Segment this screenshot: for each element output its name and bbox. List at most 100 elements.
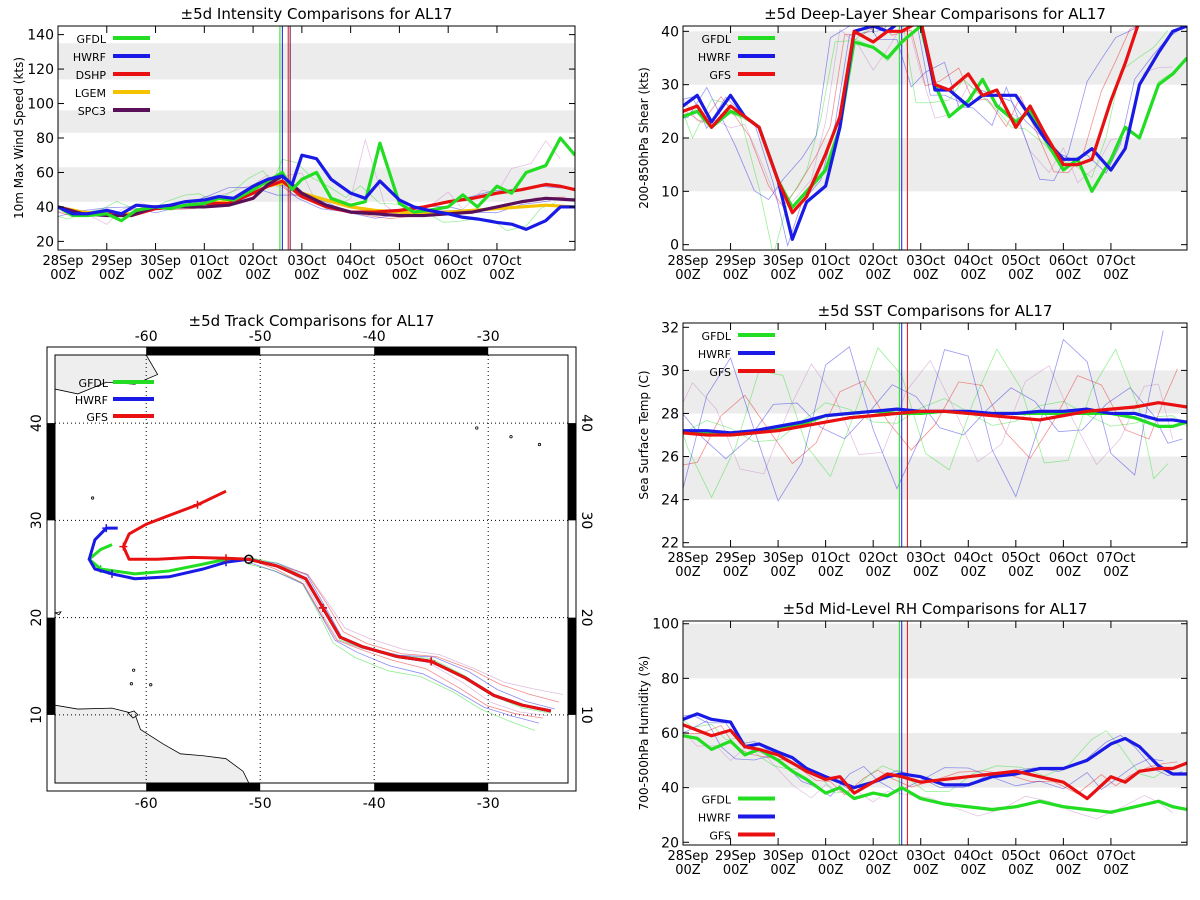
island-outline [91, 496, 95, 500]
track-position-marker [108, 569, 116, 578]
track-position-marker [222, 554, 230, 563]
track-border-bar [146, 783, 261, 791]
shear-y-axis-label: 200-850hPa Shear (kts) [637, 67, 651, 209]
intensity-plot-area [58, 26, 575, 250]
intensity-x-tick-date: 05Oct [385, 254, 424, 269]
track-title: ±5d Track Comparisons for AL17 [189, 312, 435, 330]
sst-x-tick-date: 28Sep [667, 551, 708, 566]
track-lat-label-right: 20 [578, 609, 594, 627]
intensity-legend-label: HWRF [73, 51, 106, 64]
rh-x-tick-date: 07Oct [1096, 849, 1135, 864]
track-lat-label-right: 40 [578, 414, 594, 432]
intensity-y-tick-label: 60 [36, 165, 54, 181]
sst-x-tick-hour: 00Z [1008, 565, 1034, 580]
intensity-x-tick-hour: 00Z [392, 268, 418, 283]
intensity-x-tick-hour: 00Z [50, 268, 76, 283]
track-lon-label-top: -40 [363, 329, 386, 345]
intensity-series-gfdl [58, 136, 575, 223]
track-lon-label-bottom: -60 [135, 796, 158, 812]
intensity-legend-label: SPC3 [78, 105, 106, 118]
sst-legend-label: GFS [709, 366, 731, 379]
shear-x-tick-date: 29Sep [715, 254, 756, 269]
track-ensemble-line [247, 561, 540, 724]
shear-chart: ±5d Deep-Layer Shear Comparisons for AL1… [637, 5, 1188, 283]
intensity-x-tick-hour: 00Z [148, 268, 174, 283]
sst-x-tick-hour: 00Z [1056, 565, 1082, 580]
rh-x-tick-hour: 00Z [1008, 863, 1034, 878]
track-position-marker [102, 524, 111, 533]
rh-ensemble-line [683, 719, 1169, 794]
shear-ensemble-line [683, 26, 1173, 204]
intensity-x-tick-date: 01Oct [190, 254, 229, 269]
sst-x-tick-hour: 00Z [961, 565, 987, 580]
rh-legend-label: GFDL [702, 794, 732, 807]
intensity-y-tick-label: 120 [27, 62, 54, 78]
shear-x-tick-hour: 00Z [723, 268, 749, 283]
track-lat-label-left: 40 [29, 414, 45, 432]
rh-x-tick-date: 28Sep [667, 849, 708, 864]
sst-y-tick-label: 24 [661, 493, 679, 509]
rh-x-tick-hour: 00Z [818, 863, 844, 878]
track-border-bar [146, 347, 261, 355]
track-lon-label-bottom: -40 [363, 796, 386, 812]
intensity-x-tick-hour: 00Z [245, 268, 271, 283]
track-ensemble-line [247, 558, 543, 719]
shear-y-tick-label: 10 [661, 184, 679, 200]
sst-shaded-band [683, 370, 1187, 414]
sst-x-tick-date: 30Sep [763, 551, 804, 566]
sst-ensemble-line [683, 368, 1178, 466]
rh-plot-area [683, 621, 1187, 845]
track-lat-label-left: 10 [29, 706, 45, 724]
intensity-legend-label: LGEM [75, 87, 106, 100]
intensity-y-tick-label: 20 [36, 234, 54, 250]
sst-x-tick-date: 05Oct [1001, 551, 1040, 566]
rh-ensemble-line [683, 714, 1183, 791]
shear-x-tick-hour: 00Z [818, 268, 844, 283]
rh-y-tick-label: 100 [652, 617, 679, 633]
sst-ensemble-line [683, 398, 1187, 443]
intensity-x-tick-date: 06Oct [434, 254, 473, 269]
track-lon-label-top: -60 [135, 329, 158, 345]
landmass-south-america [55, 704, 250, 783]
shear-ensemble-line [683, 26, 1183, 248]
rh-x-tick-date: 03Oct [906, 849, 945, 864]
track-position-marker [427, 657, 436, 666]
sst-x-tick-hour: 00Z [1103, 565, 1129, 580]
rh-x-tick-date: 29Sep [715, 849, 756, 864]
rh-series-gfs [683, 723, 1187, 801]
track-series-hwrf [87, 526, 552, 713]
track-lon-label-bottom: -30 [477, 796, 500, 812]
rh-shaded-band [683, 733, 1187, 788]
track-border-bar [47, 423, 55, 521]
sst-chart: ±5d SST Comparisons for AL17 22 24 26 28 30 32… [637, 302, 1188, 580]
intensity-x-tick-date: 28Sep [42, 254, 83, 269]
shear-series-gfs [683, 26, 1140, 215]
rh-x-tick-date: 01Oct [811, 849, 850, 864]
rh-legend-label: GFS [709, 830, 731, 843]
intensity-series-hwrf [58, 153, 575, 231]
track-border-bar [568, 423, 576, 521]
sst-shaded-band [683, 456, 1187, 500]
rh-x-tick-date: 06Oct [1049, 849, 1088, 864]
intensity-x-tick-hour: 00Z [489, 268, 515, 283]
intensity-x-tick-hour: 00Z [294, 268, 320, 283]
sst-y-axis-label: Sea Surface Temp (C) [637, 370, 651, 499]
track-border-bar [47, 617, 55, 715]
sst-x-tick-date: 07Oct [1096, 551, 1135, 566]
shear-x-tick-hour: 00Z [1056, 268, 1082, 283]
rh-y-tick-label: 40 [661, 781, 679, 797]
intensity-x-tick-date: 03Oct [287, 254, 326, 269]
track-plot-frame [54, 354, 569, 784]
intensity-chart: ±5d Intensity Comparisons for AL17 20 40 60… [12, 5, 576, 283]
track-ensemble-line [249, 560, 559, 703]
shear-legend-label: GFDL [702, 33, 732, 46]
shear-x-tick-date: 30Sep [763, 254, 804, 269]
rh-x-tick-date: 02Oct [859, 849, 898, 864]
shear-x-tick-date: 28Sep [667, 254, 708, 269]
intensity-x-tick-date: 30Sep [140, 254, 181, 269]
sst-x-tick-date: 04Oct [954, 551, 993, 566]
sst-series-gfs [683, 401, 1187, 437]
sst-y-tick-label: 30 [661, 363, 679, 379]
intensity-x-tick-date: 07Oct [482, 254, 521, 269]
track-border-bar [374, 347, 489, 355]
